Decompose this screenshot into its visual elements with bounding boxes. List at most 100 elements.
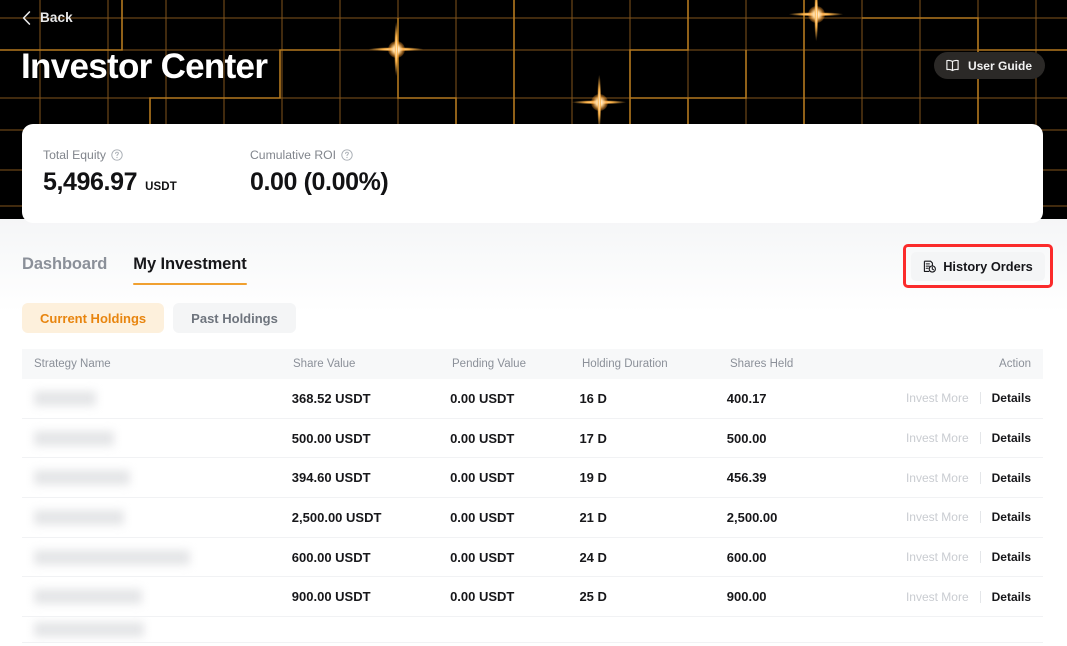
table-header-row: Strategy Name Share Value Pending Value … bbox=[22, 349, 1043, 379]
cell-action: Invest More Details bbox=[906, 550, 1043, 564]
holdings-table: Strategy Name Share Value Pending Value … bbox=[22, 349, 1043, 644]
cell-holding-duration: 21 D bbox=[579, 509, 607, 525]
table-row: 394.60 USDT 0.00 USDT 19 D 456.39 Invest Mor… bbox=[22, 458, 1043, 499]
invest-more-button: Invest More bbox=[905, 510, 969, 525]
action-divider bbox=[979, 551, 981, 564]
strategy-name-redacted bbox=[34, 509, 124, 525]
cell-share-value: 394.60 USDT bbox=[291, 470, 371, 486]
details-button[interactable]: Details bbox=[991, 470, 1031, 485]
cell-action: Invest More Details bbox=[906, 431, 1043, 445]
cell-shares-held: 900.00 bbox=[726, 589, 767, 605]
action-divider bbox=[979, 590, 981, 603]
back-button[interactable]: Back bbox=[22, 10, 73, 25]
history-document-icon bbox=[924, 260, 937, 273]
cell-holding-duration: 16 D bbox=[579, 390, 607, 406]
cell-holding-duration: 25 D bbox=[579, 589, 607, 605]
strategy-name-redacted bbox=[34, 430, 114, 446]
strategy-name-redacted bbox=[34, 549, 190, 565]
cell-shares-held: 2,500.00 bbox=[726, 509, 778, 525]
cell-holding-duration: 19 D bbox=[579, 470, 607, 486]
holdings-filter-group: Current Holdings Past Holdings bbox=[22, 303, 296, 333]
cell-strategy-name bbox=[22, 622, 293, 638]
history-orders-button[interactable]: History Orders bbox=[911, 251, 1045, 281]
cell-action: Invest More Details bbox=[906, 391, 1043, 405]
filter-current-holdings[interactable]: Current Holdings bbox=[22, 303, 165, 333]
cell-shares-held: 600.00 bbox=[726, 549, 767, 565]
cell-pending-value: 0.00 USDT bbox=[450, 390, 515, 406]
cell-pending-value: 0.00 USDT bbox=[450, 549, 515, 565]
cell-strategy-name bbox=[22, 390, 292, 406]
column-header-action: Action bbox=[999, 358, 1031, 370]
action-divider bbox=[979, 392, 981, 405]
table-row: 368.52 USDT 0.00 USDT 16 D 400.17 Invest Mor… bbox=[22, 379, 1043, 419]
details-button[interactable]: Details bbox=[991, 589, 1031, 604]
table-row: 900.00 USDT 0.00 USDT 25 D 900.00 Invest Mor… bbox=[22, 577, 1043, 618]
cell-share-value: 2,500.00 USDT bbox=[291, 509, 382, 525]
total-equity-label: Total Equity bbox=[43, 148, 107, 162]
action-divider bbox=[979, 471, 981, 484]
stat-cumulative-roi: Cumulative ROI 0.00 (0.00%) bbox=[250, 148, 389, 197]
tab-dashboard[interactable]: Dashboard bbox=[22, 255, 107, 285]
question-circle-icon[interactable] bbox=[111, 149, 123, 161]
cell-strategy-name bbox=[22, 509, 292, 525]
column-header-strategy-name: Strategy Name bbox=[34, 358, 111, 370]
tab-my-investment[interactable]: My Investment bbox=[133, 255, 247, 285]
stat-total-equity: Total Equity 5,496.97 USDT bbox=[43, 148, 250, 197]
total-equity-value: 5,496.97 bbox=[43, 168, 138, 196]
cell-shares-held: 500.00 bbox=[726, 430, 767, 446]
history-orders-highlight-box: History Orders bbox=[903, 244, 1053, 288]
cell-pending-value: 0.00 USDT bbox=[450, 589, 515, 605]
details-button[interactable]: Details bbox=[991, 550, 1031, 565]
chevron-left-icon bbox=[22, 10, 31, 25]
invest-more-button: Invest More bbox=[905, 550, 969, 565]
table-body: 368.52 USDT 0.00 USDT 16 D 400.17 Invest Mor… bbox=[22, 379, 1043, 644]
cell-strategy-name bbox=[22, 470, 292, 486]
cell-share-value: 368.52 USDT bbox=[291, 390, 371, 406]
cumulative-roi-value: 0.00 (0.00%) bbox=[250, 168, 389, 196]
action-divider bbox=[979, 432, 981, 445]
question-circle-icon[interactable] bbox=[341, 149, 353, 161]
action-divider bbox=[979, 511, 981, 524]
cell-pending-value: 0.00 USDT bbox=[450, 470, 515, 486]
total-equity-label-row: Total Equity bbox=[43, 148, 250, 162]
table-row: 500.00 USDT 0.00 USDT 17 D 500.00 Invest Mor… bbox=[22, 418, 1043, 459]
cell-share-value: 900.00 USDT bbox=[291, 589, 371, 605]
details-button[interactable]: Details bbox=[991, 510, 1031, 525]
main-tabs: Dashboard My Investment bbox=[22, 255, 247, 285]
page-title: Investor Center bbox=[21, 47, 268, 86]
cell-action: Invest More Details bbox=[906, 590, 1043, 604]
invest-more-button: Invest More bbox=[905, 391, 969, 406]
invest-more-button: Invest More bbox=[905, 589, 969, 604]
user-guide-button[interactable]: User Guide bbox=[933, 52, 1045, 79]
table-row: 2,500.00 USDT 0.00 USDT 21 D 2,500.00 Invest… bbox=[22, 498, 1043, 538]
cell-pending-value: 0.00 USDT bbox=[450, 430, 515, 446]
details-button[interactable]: Details bbox=[991, 431, 1031, 446]
cumulative-roi-label: Cumulative ROI bbox=[250, 148, 337, 162]
strategy-name-redacted bbox=[34, 622, 144, 638]
column-header-shares-held: Shares Held bbox=[730, 358, 794, 370]
cumulative-roi-value-row: 0.00 (0.00%) bbox=[250, 168, 389, 197]
table-row: 600.00 USDT 0.00 USDT 24 D 600.00 Invest Mor… bbox=[22, 537, 1043, 578]
column-header-pending-value: Pending Value bbox=[452, 358, 526, 370]
cell-shares-held: 456.39 bbox=[726, 470, 767, 486]
table-row bbox=[22, 617, 1043, 644]
cell-pending-value: 0.00 USDT bbox=[450, 509, 515, 525]
history-orders-label: History Orders bbox=[943, 258, 1033, 274]
page-body: Dashboard My Investment History Orders bbox=[0, 219, 1067, 646]
total-equity-unit: USDT bbox=[145, 181, 177, 193]
strategy-name-redacted bbox=[34, 589, 142, 605]
cell-shares-held: 400.17 bbox=[726, 390, 767, 406]
cell-holding-duration: 24 D bbox=[579, 549, 607, 565]
column-header-share-value: Share Value bbox=[293, 358, 356, 370]
cell-strategy-name bbox=[22, 430, 292, 446]
invest-more-button: Invest More bbox=[905, 470, 969, 485]
back-label: Back bbox=[40, 10, 73, 25]
strategy-name-redacted bbox=[34, 390, 96, 406]
details-button[interactable]: Details bbox=[991, 391, 1031, 406]
column-header-holding-duration: Holding Duration bbox=[582, 358, 668, 370]
filter-past-holdings-label: Past Holdings bbox=[191, 310, 278, 326]
cumulative-roi-label-row: Cumulative ROI bbox=[250, 148, 388, 162]
summary-stats-card: Total Equity 5,496.97 USDT Cumulative RO… bbox=[22, 124, 1043, 223]
filter-past-holdings[interactable]: Past Holdings bbox=[173, 303, 296, 333]
